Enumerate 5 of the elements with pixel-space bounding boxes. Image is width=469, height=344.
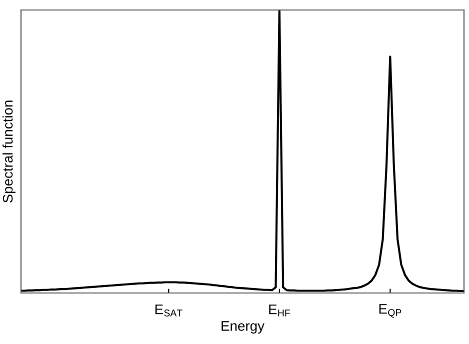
x-tick-label: E$_{SAT}$	[155, 304, 182, 316]
y-axis-title: Spectral function	[2, 100, 16, 203]
x-tick-label: E$_{QP}$	[379, 304, 402, 318]
x-tick-label: E$_{HF}$	[269, 304, 290, 316]
x-axis-title: Energy	[222, 321, 264, 334]
